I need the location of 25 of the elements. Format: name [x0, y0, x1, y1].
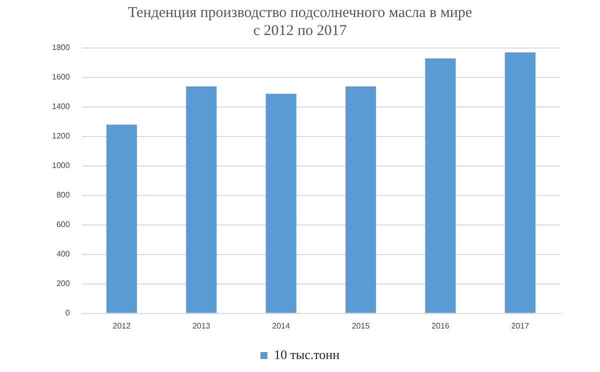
bar: [345, 86, 376, 313]
y-tick-label: 1400: [52, 102, 70, 112]
text: Тенденция производство подсолнечного масла в мире: [128, 4, 472, 21]
x-tick-label: 2012: [112, 321, 132, 330]
bar: [266, 94, 296, 313]
y-tick-label: 1200: [52, 132, 70, 141]
bar: [425, 58, 456, 313]
y-tick-label: 1600: [52, 72, 70, 82]
bar: [186, 86, 217, 313]
y-tick-label: 400: [56, 250, 70, 259]
text: с 2012 по 2017: [253, 22, 347, 39]
bar: [106, 124, 137, 313]
y-tick-label: 200: [56, 279, 70, 288]
x-tick-label: 2014: [272, 321, 290, 330]
y-tick-label: 600: [56, 220, 70, 230]
bar: [504, 52, 536, 313]
y-tick-label: 1000: [52, 161, 70, 170]
x-tick-label: 2016: [432, 321, 450, 330]
legend-label: 10 тыс.тонн: [274, 346, 340, 362]
y-tick-label: 800: [56, 190, 70, 200]
x-tick-label: 2015: [352, 321, 370, 330]
x-tick-label: 2013: [192, 321, 211, 330]
y-tick-label: 1800: [52, 43, 70, 52]
x-tick-label: 2017: [511, 321, 530, 330]
y-tick-label: 0: [65, 308, 70, 318]
